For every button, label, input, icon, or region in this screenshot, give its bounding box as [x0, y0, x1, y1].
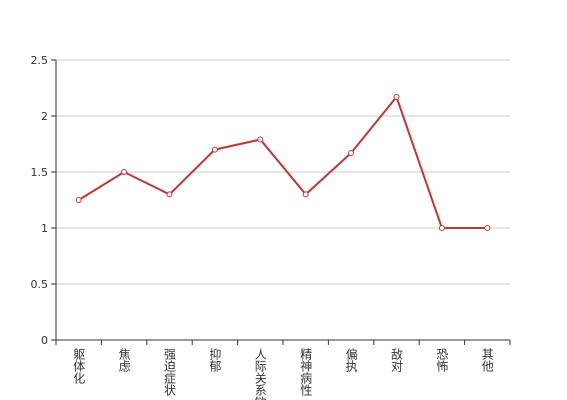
point — [302, 191, 309, 198]
point — [121, 169, 128, 175]
y-tick-label: 0 — [41, 334, 48, 347]
point — [393, 93, 400, 100]
point — [257, 136, 264, 143]
x-tick-label: 恐怖 — [435, 348, 449, 372]
point — [438, 225, 445, 231]
x-tick-label: 躯体化 — [72, 347, 86, 385]
point — [348, 149, 355, 156]
line — [78, 94, 488, 229]
point — [484, 225, 491, 231]
y-tick-label: 1.5 — [31, 166, 49, 179]
x-tick-label: 人际关系敏感 — [253, 348, 267, 400]
y-tick-label: 1 — [41, 222, 48, 235]
y-tick-label: 0.5 — [31, 278, 49, 291]
x-tick-label: 偏执 — [344, 347, 358, 373]
x-tick-label: 精神病性 — [299, 348, 313, 397]
x-tick-label: 敌对 — [390, 347, 404, 372]
point — [211, 146, 218, 153]
x-tick-label: 强迫症状 — [163, 348, 177, 396]
point — [75, 197, 82, 203]
x-tick-label: 焦虑 — [117, 348, 131, 372]
x-tick-label: 其他 — [480, 348, 494, 372]
y-tick-label: 2.5 — [31, 54, 49, 67]
x-tick-label: 抑郁 — [208, 347, 222, 373]
y-tick-label: 2 — [41, 110, 48, 123]
point — [166, 191, 173, 198]
